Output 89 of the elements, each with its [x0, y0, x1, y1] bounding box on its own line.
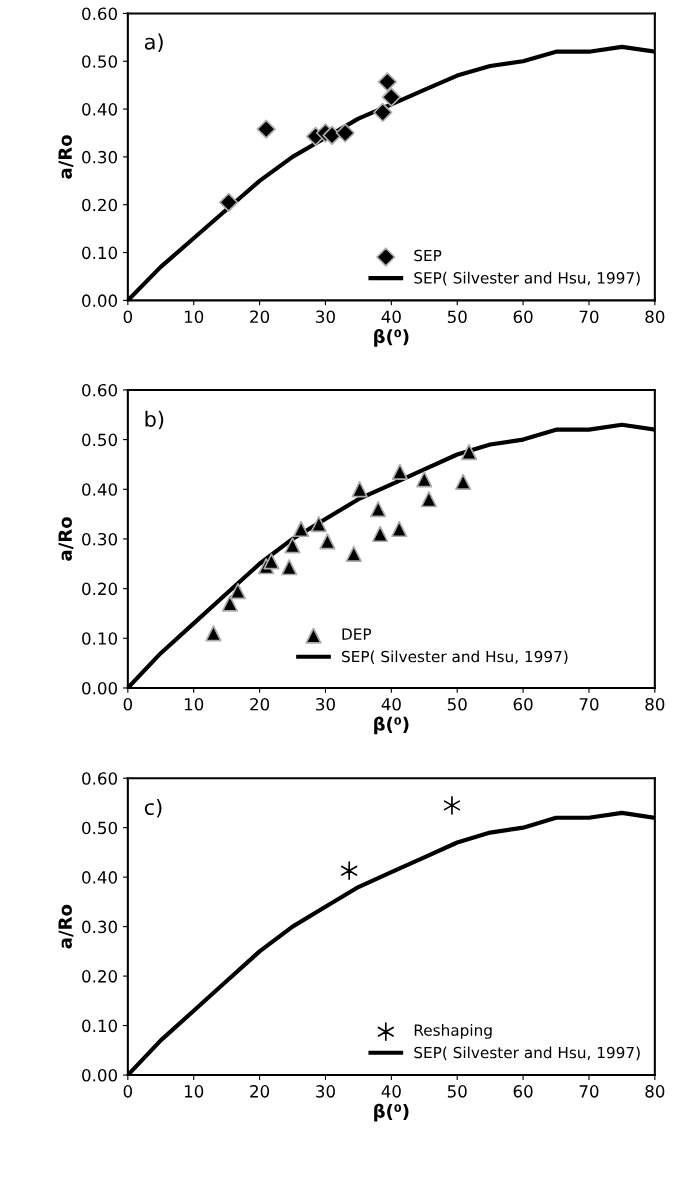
y-axis-title: a/Ro	[58, 135, 74, 179]
point	[281, 559, 298, 576]
y-tick-label: 0.10	[82, 632, 118, 645]
point	[319, 533, 336, 550]
legend-label: SEP( Silvester and Hsu, 1997)	[342, 650, 568, 665]
y-tick-label: 0.60	[82, 772, 118, 785]
point	[373, 102, 393, 123]
x-tick-label: 60	[513, 697, 533, 711]
point	[416, 471, 433, 488]
y-tick-label: 0.50	[82, 55, 118, 68]
y-tick-label: 0.00	[82, 1069, 118, 1082]
legend-label: SEP( Silvester and Hsu, 1997)	[414, 1046, 640, 1061]
x-tick-label: 20	[250, 1085, 270, 1098]
point	[221, 595, 239, 612]
y-tick-label: 0.30	[82, 920, 118, 934]
annotation: a)	[144, 33, 163, 53]
x-tick-label: 60	[513, 310, 533, 324]
point	[345, 545, 362, 562]
legend-label: SEP( Silvester and Hsu, 1997)	[414, 271, 640, 286]
x-tick-label: 30	[316, 310, 335, 324]
x-tick-label: 30	[316, 697, 335, 711]
point	[420, 491, 438, 508]
point	[455, 473, 472, 490]
y-tick-label: 0.30	[82, 150, 118, 164]
point	[370, 501, 387, 518]
x-tick-label: 10	[184, 310, 204, 324]
y-tick-label: 0.00	[82, 294, 118, 307]
x-tick-label: 80	[645, 697, 665, 711]
y-tick-label: 0.30	[82, 532, 118, 546]
x-tick-label: 50	[447, 310, 467, 324]
x-tick-label: 50	[447, 697, 467, 711]
y-tick-label: 0.40	[82, 103, 118, 116]
y-tick-label: 0.20	[82, 582, 118, 596]
point	[284, 537, 301, 554]
point	[377, 72, 398, 92]
x-tick-label: 0	[123, 697, 133, 711]
x-tick-label: 70	[579, 697, 599, 711]
y-tick-label: 0.60	[82, 383, 118, 397]
point	[310, 515, 327, 533]
y-tick-label: 0.60	[82, 7, 118, 20]
point	[292, 520, 310, 538]
x-tick-label: 10	[184, 697, 204, 711]
y-tick-label: 0.50	[82, 821, 118, 835]
legend-label: Reshaping	[414, 1024, 492, 1039]
y-tick-label: 0.40	[82, 483, 118, 496]
x-tick-label: 60	[513, 1085, 533, 1098]
y-axis-title: a/Ro	[58, 517, 74, 561]
y-tick-label: 0.10	[82, 1019, 118, 1033]
point	[460, 443, 478, 461]
y-tick-label: 0.20	[82, 198, 118, 212]
legend-label: DEP	[342, 628, 372, 640]
x-axis-title: β(⁰)	[374, 1103, 409, 1122]
y-tick-label: 0.10	[82, 246, 118, 260]
point	[391, 520, 408, 538]
x-tick-label: 70	[579, 1085, 599, 1098]
annotation: b)	[145, 410, 164, 430]
x-tick-label: 40	[381, 1085, 401, 1098]
annotation: c)	[144, 798, 162, 818]
point	[205, 625, 222, 642]
x-tick-label: 0	[123, 310, 133, 324]
y-tick-label: 0.50	[82, 433, 118, 447]
y-tick-label: 0.00	[82, 681, 118, 695]
x-tick-label: 20	[250, 310, 270, 324]
x-tick-label: 80	[645, 310, 665, 324]
legend-label: SEP	[414, 249, 442, 262]
y-tick-label: 0.40	[82, 871, 118, 884]
point	[391, 463, 409, 480]
x-tick-label: 0	[123, 1085, 133, 1098]
point	[219, 192, 239, 212]
x-tick-label: 80	[645, 1085, 665, 1098]
x-tick-label: 70	[579, 310, 599, 324]
x-tick-label: 40	[381, 697, 401, 711]
y-tick-label: 0.20	[82, 970, 118, 983]
point	[322, 125, 342, 146]
x-tick-label: 10	[184, 1085, 204, 1098]
point	[351, 481, 368, 498]
x-tick-label: 20	[250, 697, 270, 711]
x-axis-title: β(⁰)	[374, 716, 409, 735]
point	[229, 582, 246, 600]
x-tick-label: 30	[316, 1085, 335, 1098]
point	[256, 119, 276, 139]
x-tick-label: 50	[447, 1085, 467, 1098]
point	[335, 123, 355, 143]
x-tick-label: 40	[381, 310, 401, 324]
point	[381, 87, 401, 107]
point	[372, 525, 389, 543]
point	[263, 553, 280, 570]
x-axis-title: β(⁰)	[374, 329, 409, 347]
y-axis-title: a/Ro	[58, 904, 74, 949]
